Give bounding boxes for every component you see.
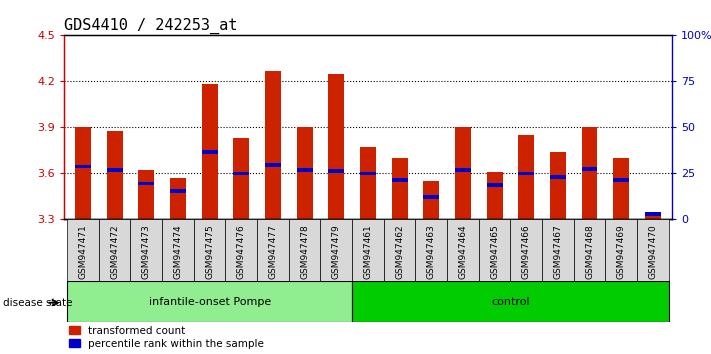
Bar (75, 165, 91, 169)
Bar (415, 219, 447, 281)
Text: GSM947478: GSM947478 (300, 224, 309, 279)
Bar (328, 74, 344, 219)
Bar (233, 138, 250, 219)
Text: GSM947468: GSM947468 (585, 224, 594, 279)
Bar (352, 219, 384, 281)
Text: GSM947467: GSM947467 (553, 224, 562, 279)
Bar (582, 167, 597, 171)
Bar (582, 127, 597, 219)
Text: GSM947470: GSM947470 (648, 224, 658, 279)
Text: control: control (491, 297, 530, 307)
Bar (170, 178, 186, 219)
Bar (392, 178, 407, 182)
Bar (289, 219, 321, 281)
Bar (384, 219, 415, 281)
Bar (645, 212, 661, 216)
Bar (225, 219, 257, 281)
Text: GSM947465: GSM947465 (490, 224, 499, 279)
Bar (605, 219, 637, 281)
Bar (550, 152, 566, 219)
Text: GSM947471: GSM947471 (78, 224, 87, 279)
Bar (574, 219, 605, 281)
Bar (392, 158, 407, 219)
Bar (645, 216, 661, 219)
Bar (139, 170, 154, 219)
Text: GSM947472: GSM947472 (110, 224, 119, 279)
Bar (194, 219, 225, 281)
Text: infantile-onset Pompe: infantile-onset Pompe (149, 297, 271, 307)
Bar (202, 85, 218, 219)
Text: GSM947477: GSM947477 (269, 224, 277, 279)
Text: GDS4410 / 242253_at: GDS4410 / 242253_at (64, 18, 237, 34)
Bar (265, 71, 281, 219)
Bar (75, 127, 91, 219)
Bar (170, 189, 186, 193)
Bar (99, 219, 131, 281)
Bar (107, 169, 122, 172)
Bar (455, 127, 471, 219)
Text: GSM947463: GSM947463 (427, 224, 436, 279)
Text: GSM947462: GSM947462 (395, 224, 404, 279)
Bar (162, 219, 194, 281)
Bar (423, 195, 439, 199)
Bar (131, 219, 162, 281)
Bar (455, 168, 471, 172)
Bar (67, 219, 99, 281)
Bar (518, 135, 534, 219)
Bar (352, 281, 669, 322)
Bar (107, 131, 122, 219)
Bar (614, 178, 629, 182)
Text: GSM947473: GSM947473 (141, 224, 151, 279)
Bar (614, 158, 629, 219)
Bar (233, 172, 250, 175)
Bar (67, 281, 352, 322)
Text: disease state: disease state (3, 298, 73, 308)
Bar (486, 183, 503, 187)
Text: GSM947479: GSM947479 (332, 224, 341, 279)
Text: GSM947469: GSM947469 (616, 224, 626, 279)
Bar (637, 219, 669, 281)
Bar (257, 219, 289, 281)
Bar (296, 127, 313, 219)
Text: GSM947464: GSM947464 (459, 224, 467, 279)
Bar (328, 169, 344, 173)
Bar (265, 163, 281, 167)
Legend: transformed count, percentile rank within the sample: transformed count, percentile rank withi… (69, 326, 264, 349)
Bar (423, 181, 439, 219)
Bar (321, 219, 352, 281)
Text: GSM947461: GSM947461 (363, 224, 373, 279)
Bar (510, 219, 542, 281)
Bar (479, 219, 510, 281)
Bar (360, 172, 376, 175)
Text: GSM947474: GSM947474 (173, 224, 183, 279)
Text: GSM947476: GSM947476 (237, 224, 246, 279)
Bar (296, 168, 313, 172)
Bar (447, 219, 479, 281)
Bar (360, 147, 376, 219)
Bar (518, 172, 534, 175)
Bar (202, 150, 218, 154)
Text: GSM947466: GSM947466 (522, 224, 530, 279)
Text: GSM947475: GSM947475 (205, 224, 214, 279)
Bar (486, 172, 503, 219)
Bar (542, 219, 574, 281)
Bar (139, 182, 154, 185)
Bar (550, 175, 566, 179)
